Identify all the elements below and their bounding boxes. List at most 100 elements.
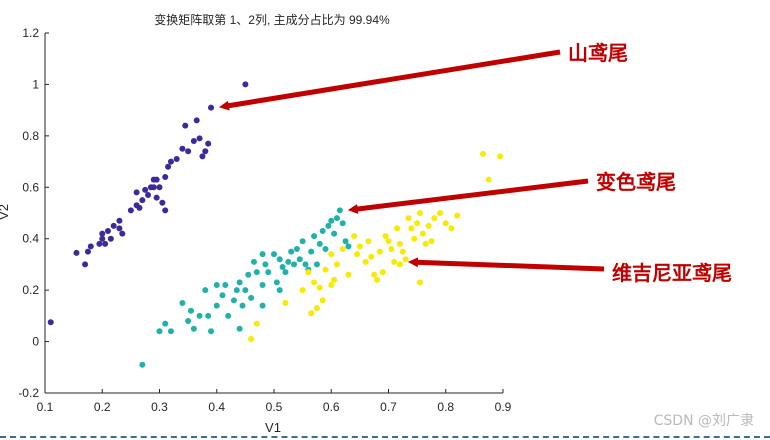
data-point-series-2: [422, 240, 429, 247]
data-point-series-0: [47, 319, 54, 326]
data-point-series-1: [208, 328, 215, 335]
y-tick-label: 0.2: [22, 283, 39, 297]
data-point-series-2: [391, 258, 398, 265]
data-point-series-1: [336, 207, 343, 214]
data-point-series-1: [276, 256, 283, 263]
data-point-series-1: [239, 302, 246, 309]
data-point-series-2: [248, 336, 255, 342]
data-point-series-1: [202, 287, 209, 294]
y-tick-label: 1.2: [22, 26, 39, 40]
y-axis-label: V2: [0, 204, 11, 220]
data-point-series-0: [104, 228, 111, 234]
data-point-series-1: [162, 320, 169, 327]
data-point-series-1: [259, 302, 266, 309]
data-point-series-2: [319, 297, 326, 304]
data-point-series-2: [362, 258, 369, 265]
data-point-series-2: [376, 248, 383, 255]
data-point-series-0: [99, 235, 106, 242]
data-point-series-0: [116, 225, 123, 232]
data-point-series-1: [311, 233, 318, 240]
data-point-series-1: [242, 287, 249, 294]
data-point-series-1: [276, 287, 283, 294]
data-point-series-1: [167, 328, 174, 335]
data-point-series-2: [333, 261, 340, 268]
plot-axes: [44, 33, 503, 394]
y-tick-label: -0.2: [18, 386, 39, 400]
y-tick-label: 0.4: [22, 232, 39, 246]
data-point-series-1: [187, 307, 194, 314]
data-point-series-1: [139, 361, 146, 368]
data-point-series-1: [222, 282, 229, 288]
data-point-series-2: [345, 271, 352, 278]
data-point-series-2: [322, 266, 329, 273]
data-point-series-1: [291, 261, 298, 268]
x-tick-label: 0.1: [37, 400, 54, 414]
data-point-series-0: [133, 189, 140, 196]
data-point-series-2: [416, 210, 423, 216]
y-axis-ticks: -0.2 0 0.2 0.4 0.6 0.8 1 1.2: [18, 26, 49, 400]
data-point-series-1: [248, 294, 255, 301]
data-point-series-1: [259, 251, 266, 258]
y-tick-label: 0.6: [22, 180, 39, 194]
data-point-series-1: [296, 256, 303, 263]
data-point-series-0: [145, 192, 152, 198]
data-point-series-1: [213, 282, 220, 288]
x-tick-label: 0.3: [151, 400, 168, 414]
data-point-series-1: [308, 248, 315, 255]
data-point-series-0: [179, 145, 186, 152]
data-point-series-2: [437, 210, 444, 216]
x-axis-ticks: 0.1 0.2 0.3 0.4 0.5 0.6 0.7 0.8 0.9: [37, 389, 512, 414]
data-point-series-2: [313, 305, 320, 312]
data-point-series-2: [388, 246, 395, 252]
data-point-series-2: [425, 222, 432, 229]
data-point-series-0: [162, 207, 169, 214]
data-point-series-2: [356, 243, 363, 250]
data-point-series-2: [428, 238, 435, 245]
data-point-series-1: [322, 246, 329, 252]
data-point-series-0: [208, 104, 215, 111]
data-point-series-0: [182, 122, 189, 129]
data-point-series-0: [127, 207, 134, 214]
data-point-series-1: [325, 222, 332, 229]
y-tick-label: 0: [32, 335, 39, 349]
y-tick-label: 1: [32, 77, 39, 91]
data-point-series-1: [299, 238, 306, 245]
data-point-series-0: [153, 176, 160, 183]
data-point-series-2: [354, 251, 361, 258]
data-point-series-1: [156, 328, 163, 335]
data-point-series-1: [271, 251, 277, 258]
data-point-series-0: [99, 230, 106, 237]
data-point-series-2: [382, 233, 389, 240]
data-point-series-2: [485, 176, 492, 183]
data-point-series-1: [250, 258, 257, 265]
data-point-series-1: [328, 217, 335, 224]
data-point-series-2: [416, 279, 423, 286]
x-axis-label: V1: [265, 420, 281, 435]
data-point-series-2: [394, 225, 401, 232]
data-point-series-2: [405, 215, 412, 222]
data-point-series-2: [402, 256, 409, 263]
data-point-series-2: [379, 269, 386, 276]
data-point-series-1: [259, 282, 266, 288]
data-point-series-0: [185, 148, 192, 155]
data-point-series-2: [371, 271, 378, 278]
x-tick-label: 0.5: [266, 400, 283, 414]
data-point-series-2: [396, 240, 403, 247]
data-point-series-2: [316, 284, 323, 291]
data-point-series-1: [279, 264, 286, 270]
data-point-series-2: [282, 300, 289, 306]
data-point-series-2: [399, 248, 406, 255]
data-point-series-1: [333, 215, 340, 222]
data-point-series-2: [431, 215, 438, 222]
data-point-series-1: [345, 243, 352, 250]
data-point-series-2: [331, 276, 338, 283]
data-point-series-0: [205, 140, 212, 147]
x-tick-label: 0.2: [94, 400, 111, 414]
data-point-series-2: [339, 246, 346, 252]
data-point-series-1: [253, 269, 260, 276]
data-point-series-2: [411, 235, 418, 242]
data-point-series-1: [213, 302, 220, 309]
data-point-series-1: [236, 325, 243, 332]
data-point-series-0: [82, 261, 89, 268]
data-point-series-2: [479, 150, 486, 157]
